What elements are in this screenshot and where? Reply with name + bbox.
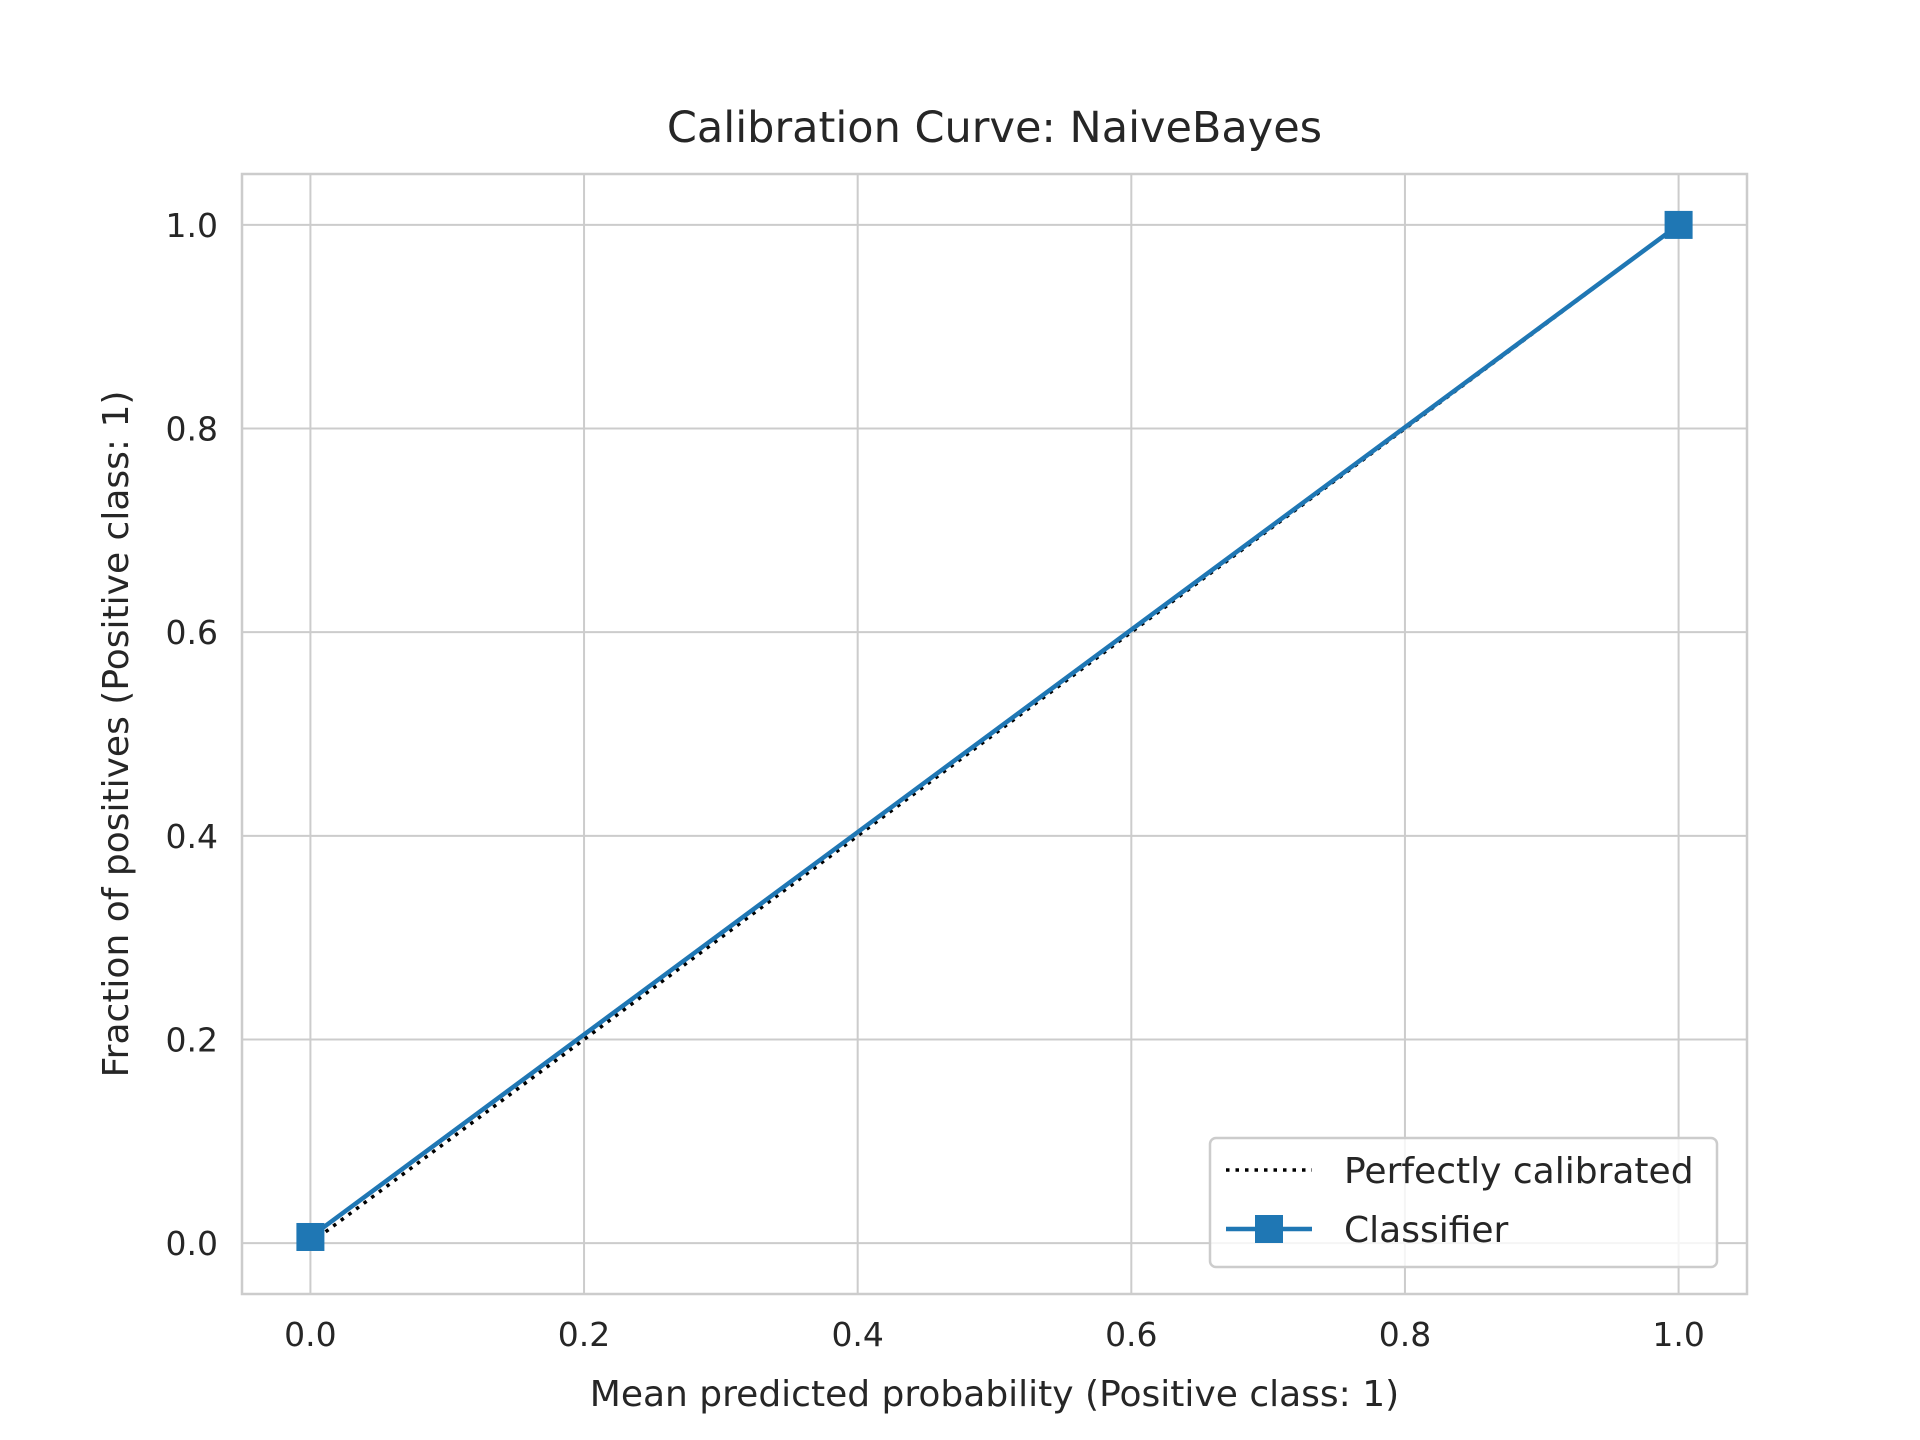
chart-title: Calibration Curve: NaiveBayes: [667, 103, 1322, 153]
plot-frame: [240, 172, 1749, 1296]
x-tick-label: 0.4: [831, 1315, 883, 1354]
y-tick-label: 0.6: [166, 613, 218, 652]
x-tick-label: 0.8: [1379, 1315, 1431, 1354]
series-line-classifier: [309, 223, 1680, 1239]
legend-box: [1208, 1136, 1719, 1269]
x-tick-label: 0.6: [1105, 1315, 1157, 1354]
y-tick-label: 0.2: [166, 1020, 218, 1059]
classifier-point: [296, 1222, 325, 1251]
y-tick-label: 0.8: [166, 410, 218, 449]
y-axis-label: Fraction of positives (Positive class: 1…: [96, 391, 137, 1078]
x-axis-label: Mean predicted probability (Positive cla…: [590, 1374, 1399, 1415]
y-tick-label: 1.0: [166, 206, 218, 245]
classifier-point: [1664, 210, 1693, 239]
legend: Perfectly calibrated Classifier: [1208, 1136, 1719, 1269]
legend-marker: [1255, 1215, 1283, 1243]
series-layer: [296, 210, 1693, 1251]
legend-label: Classifier: [1344, 1210, 1509, 1251]
y-tick-label: 0.4: [166, 817, 218, 856]
x-tick-label: 0.2: [558, 1315, 610, 1354]
legend-label: Perfectly calibrated: [1344, 1151, 1694, 1192]
legend-items: Perfectly calibrated Classifier: [1226, 1151, 1694, 1251]
x-tick-label: 1.0: [1652, 1315, 1704, 1354]
x-tick-label: 0.0: [284, 1315, 336, 1354]
y-tick-label: 0.0: [166, 1224, 218, 1263]
x-axis-ticks: 0.0 0.2 0.4 0.6 0.8 1.0: [284, 1315, 1705, 1354]
y-axis-ticks: 0.0 0.2 0.4 0.6 0.8 1.0: [166, 206, 218, 1263]
